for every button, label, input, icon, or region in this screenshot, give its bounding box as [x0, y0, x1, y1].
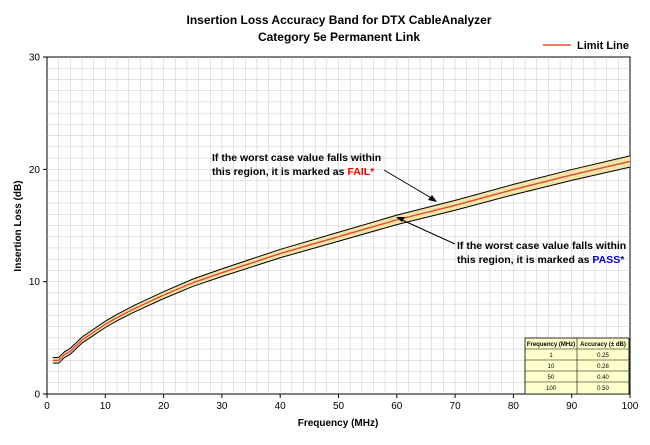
pass-annotation-line-2-text: this region, it is marked as — [457, 254, 592, 266]
x-axis-ticks: 0 10 20 30 40 50 60 70 80 90 100 — [44, 394, 639, 412]
x-tick-label: 20 — [158, 401, 170, 412]
fail-annotation-line-2: this region, it is marked as FAIL* — [212, 166, 375, 178]
x-tick-label: 40 — [275, 401, 287, 412]
y-tick-label: 20 — [29, 165, 41, 176]
fail-annotation-line-2-text: this region, it is marked as — [212, 166, 347, 178]
pass-pointer-arrow — [399, 218, 456, 245]
accuracy-table-cell: 1 — [549, 353, 553, 359]
legend: Limit Line — [543, 40, 629, 52]
chart-title: Insertion Loss Accuracy Band for DTX Cab… — [187, 13, 492, 27]
pass-annotation-line-1: If the worst case value falls within — [457, 240, 626, 252]
accuracy-band-upper-edge — [52, 155, 631, 358]
y-axis-ticks: 0 10 20 30 — [29, 53, 47, 401]
accuracy-table-cell: 0.40 — [597, 375, 609, 381]
pass-annotation-line-2: this region, it is marked as PASS* — [457, 254, 625, 266]
x-tick-label: 80 — [508, 401, 520, 412]
grid-lines — [47, 57, 630, 394]
accuracy-table-cell: 0.28 — [597, 364, 609, 370]
accuracy-table-cell: 0.25 — [597, 353, 609, 359]
x-axis-label: Frequency (MHz) — [298, 418, 379, 429]
fail-arrowhead — [428, 195, 437, 202]
x-tick-label: 10 — [100, 401, 112, 412]
x-tick-label: 60 — [391, 401, 403, 412]
x-tick-label: 30 — [216, 401, 228, 412]
limit-line-series — [52, 160, 631, 361]
x-tick-label: 70 — [450, 401, 462, 412]
pass-arrowhead — [396, 217, 405, 222]
accuracy-table-cell: 50 — [548, 375, 555, 381]
pass-label: PASS* — [592, 254, 625, 266]
fail-annotation: If the worst case value falls within thi… — [212, 152, 437, 202]
accuracy-table-cell: 0.50 — [597, 386, 609, 392]
fail-annotation-line-1: If the worst case value falls within — [212, 152, 381, 164]
y-tick-label: 0 — [34, 390, 40, 401]
fail-label: FAIL* — [347, 166, 375, 178]
accuracy-table-cell: 100 — [546, 386, 557, 392]
accuracy-band-fill — [52, 155, 630, 364]
x-tick-label: 90 — [566, 401, 578, 412]
pass-annotation: If the worst case value falls within thi… — [396, 217, 626, 266]
x-tick-label: 100 — [622, 401, 639, 412]
accuracy-table-header-accuracy: Accuracy (± dB) — [580, 342, 626, 348]
fail-pointer-arrow — [383, 169, 434, 200]
chart-subtitle: Category 5e Permanent Link — [258, 30, 420, 44]
y-tick-label: 30 — [29, 53, 41, 64]
legend-label-limit-line: Limit Line — [577, 40, 629, 52]
accuracy-table-cell: 10 — [548, 364, 555, 370]
accuracy-band-lower-edge — [52, 166, 631, 364]
y-axis-label: Insertion Loss (dB) — [13, 180, 24, 271]
x-tick-label: 50 — [333, 401, 345, 412]
y-tick-label: 10 — [29, 277, 41, 288]
x-tick-label: 0 — [44, 401, 50, 412]
accuracy-table: Frequency (MHz) Accuracy (± dB) 1 0.25 1… — [524, 337, 630, 395]
accuracy-table-header-frequency: Frequency (MHz) — [527, 342, 575, 348]
